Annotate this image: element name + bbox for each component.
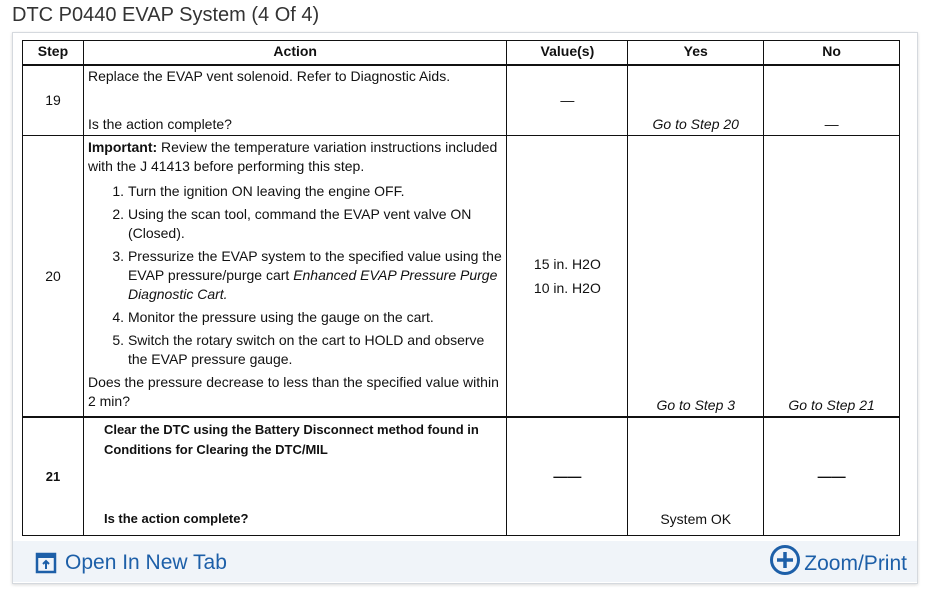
step-number: 20 [22,134,84,418]
action-question: Is the action complete? [103,510,249,526]
list-item: Turn the ignition ON leaving the engine … [128,182,503,201]
important-label: Important: [87,138,158,155]
open-in-new-tab-link[interactable]: Open In New Tab [35,551,227,575]
list-item: Switch the rotary switch on the cart to … [128,331,503,369]
value-2: 10 in. H2O [533,279,601,296]
action-cell: Replace the EVAP vent solenoid. Refer to… [82,64,508,136]
value-cell: — [506,64,629,136]
plus-circle-icon [770,545,801,575]
no-cell: —— [763,416,900,536]
yes-cell: System OK [627,416,765,536]
yes-goto: Go to Step 20 [652,115,739,132]
action-text: Replace the EVAP vent solenoid. Refer to… [87,68,451,84]
table-row: 21 Clear the DTC using the Battery Disco… [22,416,900,536]
action-text: Clear the DTC using the Battery Disconne… [103,422,479,457]
value-1: 15 in. H2O [533,255,601,272]
header-no: No [763,40,900,66]
no-cell: — [763,64,900,136]
value-cell: —— [506,416,629,536]
list-item: Monitor the pressure using the gauge on … [128,308,503,327]
yes-cell: Go to Step 3 [627,134,765,418]
header-values: Value(s) [506,40,629,66]
yes-cell: Go to Step 20 [627,64,765,136]
step-number: 21 [22,416,84,536]
open-in-new-tab-label: Open In New Tab [65,551,227,574]
yes-goto: Go to Step 3 [656,397,736,413]
action-question: Does the pressure decrease to less than … [87,373,499,409]
header-row: Step Action Value(s) Yes No [22,40,900,66]
important-text: Review the temperature variation instruc… [87,138,498,174]
list-item-text: Pressurize the EVAP system to the specif… [127,247,502,283]
diagnostic-table: Step Action Value(s) Yes No 19 Replace t… [22,40,900,536]
footer-bar: Open In New Tab Zoom/Print [13,541,917,582]
no-cell: Go to Step 21 [763,134,900,418]
action-cell: Clear the DTC using the Battery Disconne… [82,416,508,536]
table-row: 19 Replace the EVAP vent solenoid. Refer… [22,64,900,136]
open-new-tab-icon [35,552,57,574]
no-goto: Go to Step 21 [788,397,875,413]
list-item: Using the scan tool, command the EVAP ve… [128,205,503,243]
list-item: Pressurize the EVAP system to the specif… [128,247,503,304]
zoom-print-link[interactable]: Zoom/Print [769,544,907,576]
step-list: Turn the ignition ON leaving the engine … [108,182,503,369]
cart-name: Enhanced EVAP Pressure Purge Diagnostic … [127,266,498,302]
zoom-print-label: Zoom/Print [804,552,907,575]
no-value: — [824,115,839,132]
step-number: 19 [22,64,84,136]
yes-result: System OK [660,510,732,527]
header-action: Action [82,40,508,66]
header-step: Step [22,40,84,66]
header-yes: Yes [627,40,765,66]
table-row: 20 Important: Review the temperature var… [22,134,900,418]
action-cell: Important: Review the temperature variat… [82,134,508,418]
page-title: DTC P0440 EVAP System (4 Of 4) [12,4,320,26]
action-question: Is the action complete? [87,115,232,132]
value-cell: 15 in. H2O 10 in. H2O [506,134,629,418]
